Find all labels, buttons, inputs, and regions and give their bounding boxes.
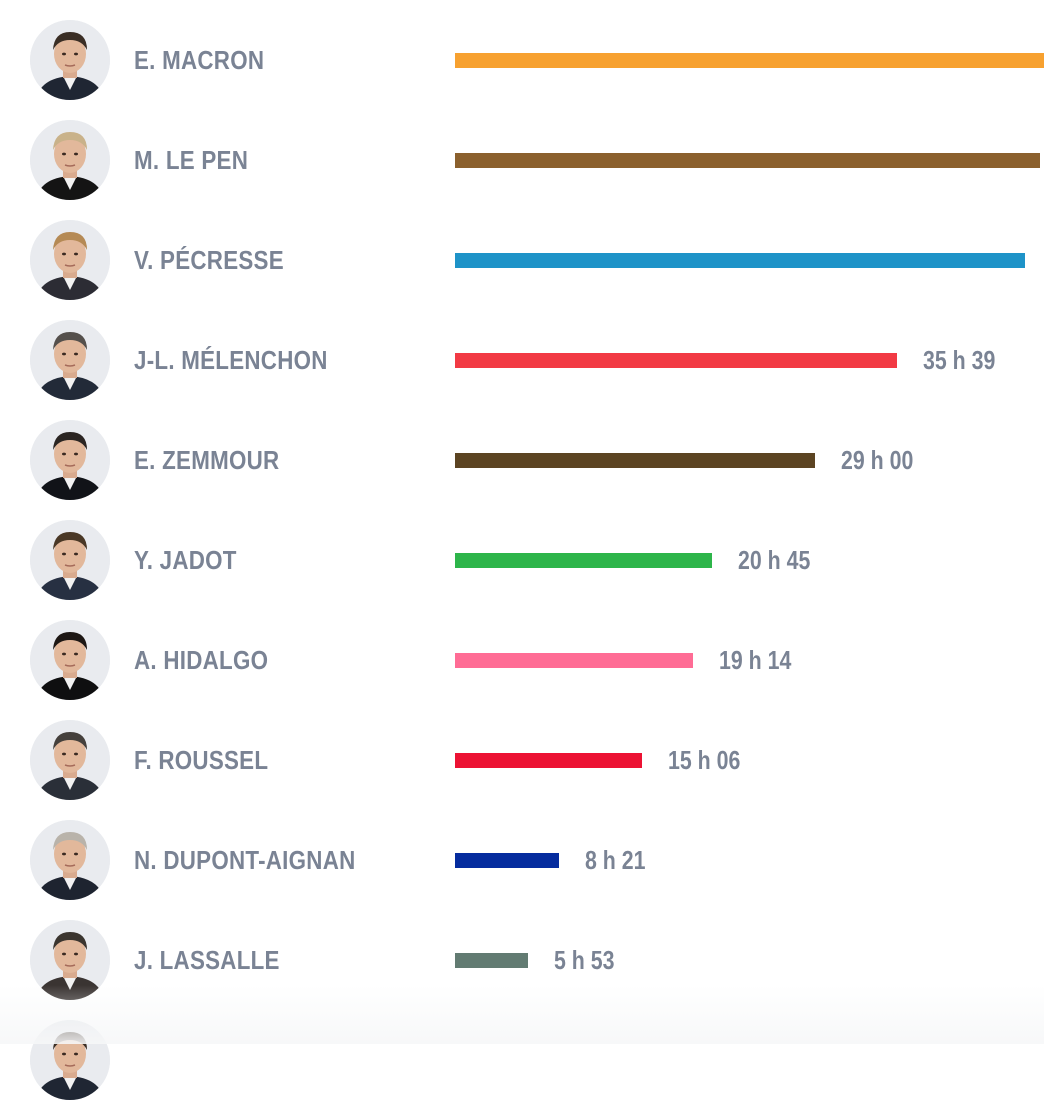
chart-row-v-pecresse: V. PÉCRESSE <box>0 200 1044 300</box>
candidate-avatar <box>30 120 110 200</box>
candidate-avatar <box>30 620 110 700</box>
chart-row-e-zemmour: E. ZEMMOUR 29 h 00 <box>0 400 1044 500</box>
category-label: N. DUPONT-AIGNAN <box>134 845 356 875</box>
chart-row-j-l-melenchon: J-L. MÉLENCHON 35 h 39 <box>0 300 1044 400</box>
bar <box>455 353 897 368</box>
value-label: 20 h 45 <box>738 545 811 575</box>
candidate-avatar <box>30 720 110 800</box>
category-label: E. ZEMMOUR <box>134 445 280 475</box>
value-label: 29 h 00 <box>841 445 914 475</box>
bar <box>455 53 1044 68</box>
bar <box>455 653 693 668</box>
bar <box>455 153 1040 168</box>
candidate-avatar <box>30 220 110 300</box>
category-label: M. LE PEN <box>134 145 249 175</box>
chart-row-e-macron: E. MACRON <box>0 0 1044 100</box>
candidate-avatar <box>30 420 110 500</box>
candidate-avatar <box>30 820 110 900</box>
chart-row-j-lassalle: J. LASSALLE 5 h 53 <box>0 900 1044 1000</box>
value-label: 15 h 06 <box>668 745 741 775</box>
value-label: 8 h 21 <box>585 845 646 875</box>
chart-row-n-dupont-aignan: N. DUPONT-AIGNAN 8 h 21 <box>0 800 1044 900</box>
chart-row-f-roussel: F. ROUSSEL 15 h 06 <box>0 700 1044 800</box>
category-label: V. PÉCRESSE <box>134 245 284 275</box>
category-label: J-L. MÉLENCHON <box>134 345 328 375</box>
bar <box>455 553 712 568</box>
bar <box>455 953 528 968</box>
category-label: J. LASSALLE <box>134 945 280 975</box>
chart-row-a-hidalgo: A. HIDALGO 19 h 14 <box>0 600 1044 700</box>
bar <box>455 853 559 868</box>
bar <box>455 253 1025 268</box>
value-label: 35 h 39 <box>923 345 996 375</box>
value-label: 19 h 14 <box>719 645 792 675</box>
candidate-avatar <box>30 320 110 400</box>
bar <box>455 753 642 768</box>
bar <box>455 453 815 468</box>
chart-row-m-le-pen: M. LE PEN <box>0 100 1044 200</box>
category-label: F. ROUSSEL <box>134 745 269 775</box>
candidate-avatar <box>30 1020 110 1100</box>
value-label: 5 h 53 <box>554 945 615 975</box>
category-label: Y. JADOT <box>134 545 237 575</box>
chart-row-y-jadot: Y. JADOT 20 h 45 <box>0 500 1044 600</box>
candidate-avatar <box>30 520 110 600</box>
category-label: E. MACRON <box>134 45 265 75</box>
category-label: A. HIDALGO <box>134 645 269 675</box>
candidate-avatar <box>30 20 110 100</box>
candidate-avatar <box>30 920 110 1000</box>
